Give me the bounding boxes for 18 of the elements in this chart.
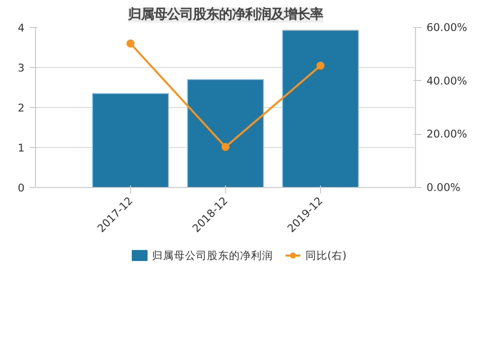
bar bbox=[92, 93, 169, 188]
y-tick-label: 1 bbox=[18, 142, 24, 154]
bar bbox=[282, 30, 359, 188]
y2-tick-label: 40.00% bbox=[426, 74, 468, 88]
y-tick-label: 3 bbox=[18, 62, 24, 74]
y2-tick-label: 20.00% bbox=[426, 128, 468, 141]
legend-label: 同比(右) bbox=[305, 249, 347, 262]
y-tick-label: 4 bbox=[18, 22, 25, 34]
point bbox=[316, 62, 324, 70]
y2-tick-label: 0.00% bbox=[426, 181, 460, 194]
bar bbox=[187, 79, 264, 188]
chart-title: 归属母公司股东的净利润及增长率 bbox=[127, 6, 323, 22]
point bbox=[222, 142, 230, 151]
point bbox=[126, 40, 134, 48]
y2-tick-label: 60.00% bbox=[426, 21, 468, 34]
legend-label: 归属母公司股东的净利润 bbox=[152, 249, 273, 262]
y-tick-label: 2 bbox=[18, 102, 24, 114]
y-tick-label: 0 bbox=[18, 182, 25, 194]
